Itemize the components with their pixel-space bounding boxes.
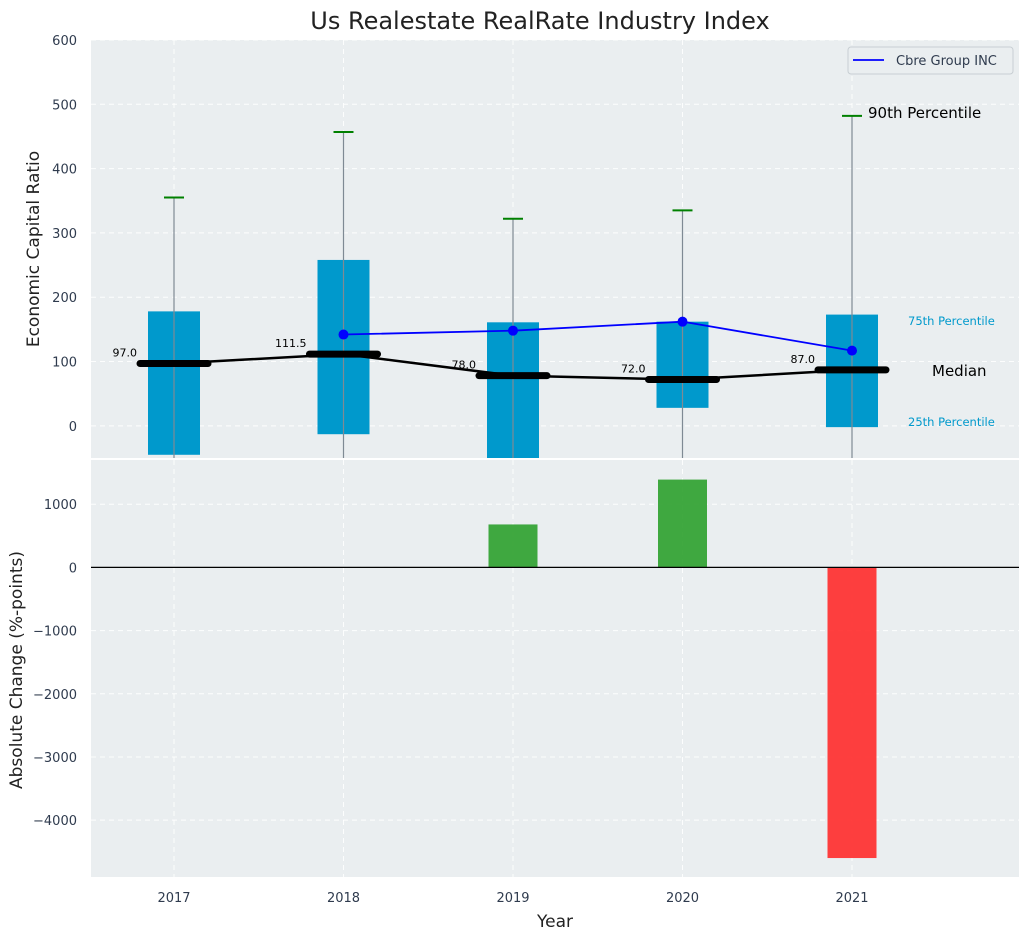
top-plot-background — [91, 40, 1019, 458]
chart-title: Us Realestate RealRate Industry Index — [310, 7, 769, 35]
change-bar-2019 — [488, 524, 538, 568]
top-ytick-label: 200 — [52, 291, 77, 306]
legend: Cbre Group INC — [847, 46, 1014, 75]
bottom-ytick-label: −2000 — [33, 688, 77, 703]
bottom-y-axis-label: Absolute Change (%-points) — [7, 551, 27, 789]
xtick-label-2017: 2017 — [157, 891, 190, 906]
legend-label-cbre: Cbre Group INC — [896, 54, 997, 69]
series-point-2021 — [847, 345, 857, 356]
legend-box — [847, 46, 1014, 75]
annotation-90th: 90th Percentile — [868, 104, 981, 122]
top-ytick-label: 400 — [52, 163, 77, 178]
top-ytick-label: 600 — [52, 34, 77, 49]
bottom-ytick-label: 0 — [69, 561, 77, 576]
xtick-label-2020: 2020 — [666, 891, 699, 906]
xtick-label-2018: 2018 — [327, 891, 360, 906]
xtick-label-2019: 2019 — [496, 891, 529, 906]
bottom-ytick-label: −1000 — [33, 625, 77, 640]
annotation-25th: 25th Percentile — [908, 415, 995, 429]
median-label-2018: 111.5 — [275, 337, 307, 350]
xtick-label-2021: 2021 — [835, 891, 868, 906]
series-point-2018 — [338, 329, 349, 340]
top-ytick-label: 300 — [52, 227, 77, 242]
series-line-cbre — [343, 320, 853, 352]
change-bar-2021 — [827, 567, 877, 859]
top-ytick-label: 100 — [52, 356, 77, 371]
bottom-plot-background — [91, 460, 1019, 877]
annotation-75th: 75th Percentile — [908, 314, 995, 328]
bottom-ytick-label: −4000 — [33, 814, 77, 829]
top-ytick-label: 500 — [52, 98, 77, 113]
annotation-median: Median — [932, 362, 987, 380]
top-y-axis-label: Economic Capital Ratio — [24, 151, 44, 347]
median-label-2020: 72.0 — [621, 363, 646, 376]
bottom-ytick-label: 1000 — [44, 498, 77, 513]
median-label-2017: 97.0 — [113, 346, 138, 359]
top-ytick-label: 0 — [69, 420, 77, 435]
bottom-ytick-label: −3000 — [33, 751, 77, 766]
change-bar-2020 — [658, 479, 707, 568]
median-label-2021: 87.0 — [791, 353, 816, 366]
series-point-2020 — [677, 316, 688, 327]
x-axis-label: Year — [536, 912, 573, 932]
median-label-2019: 78.0 — [452, 359, 477, 372]
series-point-2019 — [508, 325, 518, 336]
bottom-plot-layer — [488, 479, 877, 859]
